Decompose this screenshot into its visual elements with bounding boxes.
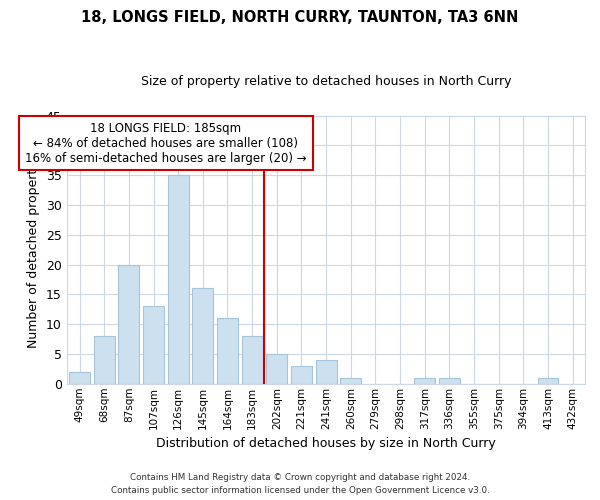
- Bar: [414, 378, 435, 384]
- Text: 18, LONGS FIELD, NORTH CURRY, TAUNTON, TA3 6NN: 18, LONGS FIELD, NORTH CURRY, TAUNTON, T…: [82, 10, 518, 25]
- Bar: [266, 354, 287, 384]
- Text: Contains HM Land Registry data © Crown copyright and database right 2024.
Contai: Contains HM Land Registry data © Crown c…: [110, 474, 490, 495]
- Bar: [118, 264, 139, 384]
- Bar: [291, 366, 312, 384]
- Bar: [69, 372, 90, 384]
- Bar: [316, 360, 337, 384]
- Bar: [217, 318, 238, 384]
- Bar: [94, 336, 115, 384]
- Y-axis label: Number of detached properties: Number of detached properties: [27, 151, 40, 348]
- Bar: [168, 175, 188, 384]
- Title: Size of property relative to detached houses in North Curry: Size of property relative to detached ho…: [141, 75, 511, 88]
- Bar: [538, 378, 559, 384]
- Bar: [193, 288, 214, 384]
- Bar: [340, 378, 361, 384]
- Bar: [439, 378, 460, 384]
- Text: 18 LONGS FIELD: 185sqm
← 84% of detached houses are smaller (108)
16% of semi-de: 18 LONGS FIELD: 185sqm ← 84% of detached…: [25, 122, 307, 164]
- Bar: [143, 306, 164, 384]
- X-axis label: Distribution of detached houses by size in North Curry: Distribution of detached houses by size …: [156, 437, 496, 450]
- Bar: [242, 336, 263, 384]
